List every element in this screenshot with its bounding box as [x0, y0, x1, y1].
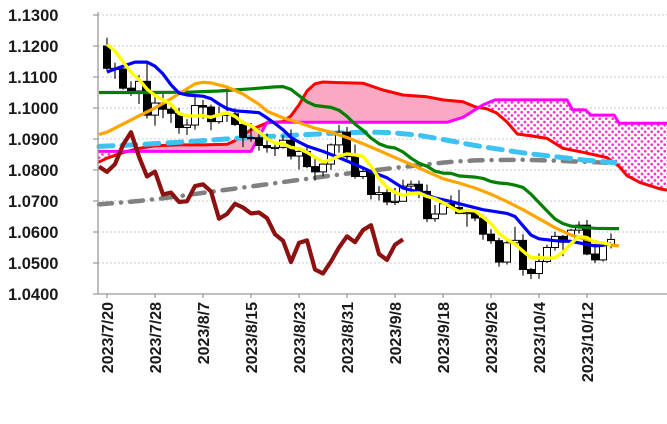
candle-body: [487, 233, 495, 242]
candle-body: [367, 171, 375, 195]
x-axis-label: 2023/8/23: [292, 302, 309, 373]
x-axis-label: 2023/9/18: [436, 302, 453, 373]
candle-body: [359, 171, 367, 178]
candle-body: [103, 45, 111, 69]
candle-body: [343, 131, 351, 158]
candle-body: [247, 136, 255, 140]
candle-body: [183, 124, 191, 129]
ma-blue-line: [106, 60, 612, 248]
lagging-span-maroon-line: [97, 130, 405, 276]
candle-body: [119, 68, 127, 89]
ma-orange-line: [98, 80, 620, 248]
y-axis-label: 1.1100: [8, 69, 58, 87]
y-axis-label: 1.1000: [8, 100, 58, 118]
ma-green-line: [99, 84, 619, 231]
cloud-bearish-fill: [479, 99, 667, 191]
candle-body: [423, 190, 431, 220]
x-axis-label: 2023/8/31: [340, 302, 357, 373]
candle-body: [167, 108, 175, 114]
x-axis-label: 2023/10/12: [580, 302, 597, 382]
cloud-bearish-fill: [98, 151, 128, 163]
x-axis-label: 2023/9/26: [484, 302, 501, 373]
candle-body: [391, 200, 399, 204]
y-axis-label: 1.0500: [8, 255, 58, 273]
cloud-bullish-fill: [275, 82, 479, 123]
candle-body: [543, 247, 551, 262]
candle-body: [271, 146, 279, 150]
senkou-span-a-line: [97, 80, 667, 192]
candle-body: [527, 269, 535, 275]
x-axis-label: 2023/9/8: [388, 302, 405, 364]
candle-body: [335, 131, 343, 146]
candle-body: [463, 211, 471, 215]
y-axis-label: 1.0800: [8, 162, 58, 180]
candle-body: [503, 242, 511, 263]
candle-body: [383, 192, 391, 203]
x-axis-label: 2023/7/28: [148, 302, 165, 373]
ma-yellow-fast-line: [105, 43, 612, 260]
candle-body: [199, 105, 207, 108]
x-axis-label: 2023/7/20: [100, 302, 117, 373]
y-axis-label: 1.0900: [8, 131, 58, 149]
candle-body: [263, 145, 271, 149]
candle-body: [407, 183, 415, 187]
cloud-bullish-fill: [127, 123, 267, 152]
candle-body: [591, 253, 599, 261]
y-axis-label: 1.1200: [8, 38, 58, 56]
candle-body: [207, 106, 215, 123]
y-axis-label: 1.0600: [8, 224, 58, 242]
candle-body: [239, 123, 247, 138]
x-axis-label: 2023/10/4: [532, 302, 549, 373]
candle-body: [143, 80, 151, 116]
y-axis-label: 1.1300: [8, 7, 58, 25]
candle-body: [295, 150, 303, 157]
y-axis-label: 1.0400: [8, 286, 58, 304]
candle-body: [311, 166, 319, 173]
candle-body: [535, 260, 543, 275]
y-axis-label: 1.0700: [8, 193, 58, 211]
candle-body: [319, 163, 327, 173]
long-ma-dashdot-gray-line: [96, 157, 614, 207]
candle-body: [127, 87, 135, 92]
candle-body: [255, 137, 263, 147]
candle-body: [495, 240, 503, 263]
long-ma-dashed-cyan-line: [96, 129, 618, 166]
x-axis-label: 2023/8/7: [196, 302, 213, 364]
candle-body: [375, 192, 383, 195]
x-axis-label: 2023/8/15: [244, 302, 261, 373]
candle-body: [431, 213, 439, 220]
